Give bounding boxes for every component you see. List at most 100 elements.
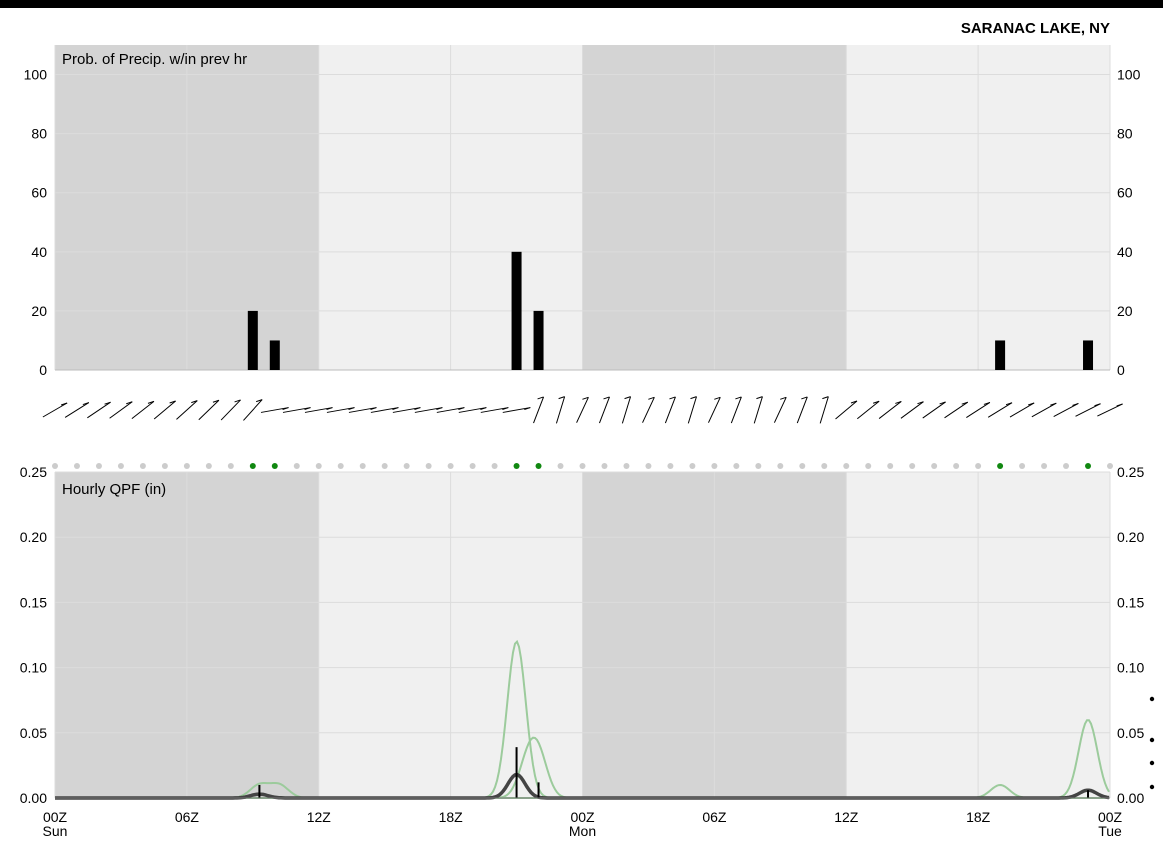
y-tick-label-left: 0 xyxy=(39,362,47,378)
x-tick-label: 12Z xyxy=(834,809,859,825)
wind-barb xyxy=(502,407,531,413)
wind-barb-flag xyxy=(480,407,487,411)
precip-dot xyxy=(183,463,190,469)
x-tick-label: 12Z xyxy=(307,809,332,825)
wind-barb xyxy=(555,396,566,424)
wind-barb-flag xyxy=(669,396,676,400)
edge-marker-dot xyxy=(1149,696,1155,702)
precip-dot xyxy=(711,463,718,469)
precip-dot xyxy=(359,463,366,469)
precip-dot xyxy=(887,463,894,469)
wind-barb-flag xyxy=(1028,402,1035,406)
precip-dot xyxy=(645,463,652,469)
wind-barb xyxy=(922,401,946,419)
y-tick-label-left: 60 xyxy=(31,185,47,201)
wind-barb-flag xyxy=(104,401,111,405)
wind-barb-flag xyxy=(714,396,721,400)
wind-barb xyxy=(687,396,697,424)
y-tick-label-right: 0.20 xyxy=(1117,529,1144,545)
pop-bar xyxy=(247,310,258,370)
wind-barb-flag xyxy=(502,407,509,411)
edge-marker-dot xyxy=(1149,784,1155,790)
wind-barb xyxy=(753,396,763,424)
precip-dot xyxy=(623,463,630,469)
wind-barb-flag xyxy=(436,407,443,411)
wind-barb xyxy=(796,396,808,424)
wind-barb xyxy=(773,397,787,423)
wind-barb-flag xyxy=(917,401,924,405)
wind-barb-flag xyxy=(191,400,198,404)
precip-dot xyxy=(161,463,168,469)
y-tick-label-right: 80 xyxy=(1117,126,1133,142)
wind-barb xyxy=(576,397,589,423)
wind-barb-flag xyxy=(414,407,421,411)
wind-barb-flag xyxy=(939,401,946,405)
precip-dot xyxy=(337,463,344,469)
precip-dot xyxy=(843,463,850,469)
y-tick-label-right: 0 xyxy=(1117,362,1125,378)
precip-dot xyxy=(315,463,322,469)
wind-barb-flag xyxy=(690,396,697,400)
wind-barb xyxy=(819,396,829,424)
precip-dot xyxy=(1019,463,1026,469)
wind-barb xyxy=(87,401,111,419)
wind-barb-flag xyxy=(524,407,531,411)
y-tick-label-right: 60 xyxy=(1117,185,1133,201)
wind-barb xyxy=(304,407,333,413)
pop-bar xyxy=(1083,340,1094,370)
wind-barb xyxy=(326,407,355,413)
precip-dot xyxy=(205,463,212,469)
precip-dot xyxy=(667,463,674,469)
y-tick-label-right: 100 xyxy=(1117,67,1141,83)
x-tick-label: 06Z xyxy=(175,809,200,825)
x-tick-label: 00Z xyxy=(570,809,595,825)
wind-barb xyxy=(1009,402,1035,418)
wind-barb xyxy=(835,400,858,420)
wind-barb-flag xyxy=(872,400,880,404)
x-tick-label: 00Z xyxy=(43,809,68,825)
precip-dot xyxy=(601,463,608,469)
wind-barb xyxy=(131,400,155,420)
wind-barb-flag xyxy=(1116,403,1123,407)
precip-dot xyxy=(909,463,916,469)
y-tick-label-left: 0.00 xyxy=(20,790,47,806)
wind-barb xyxy=(64,402,90,418)
y-tick-label-right: 40 xyxy=(1117,244,1133,260)
precip-dot xyxy=(469,463,476,469)
precip-dot xyxy=(491,463,498,469)
wind-barb xyxy=(857,400,880,420)
wind-barb-flag xyxy=(348,407,355,411)
wind-barb xyxy=(153,400,176,420)
wind-barb-flag xyxy=(370,407,377,411)
wind-barb xyxy=(370,407,399,413)
wind-barb xyxy=(436,407,465,413)
precip-dot xyxy=(293,463,300,469)
x-tick-label: 18Z xyxy=(439,809,464,825)
wind-barb xyxy=(664,396,676,424)
y-tick-label-right: 0.10 xyxy=(1117,660,1144,676)
precip-dot xyxy=(403,463,410,469)
wind-barb xyxy=(642,397,655,423)
y-tick-label-left: 100 xyxy=(24,67,48,83)
wind-barb xyxy=(198,399,220,421)
wind-barb-flag xyxy=(961,401,968,405)
x-tick-label: 18Z xyxy=(966,809,991,825)
y-tick-label-left: 0.10 xyxy=(20,660,47,676)
wind-barb-flag xyxy=(1005,402,1013,406)
wind-barb-flag xyxy=(780,396,787,400)
wind-barb-flag xyxy=(282,407,289,411)
pop-bar xyxy=(511,251,522,370)
precip-dot-rain xyxy=(535,463,542,469)
precip-dot-rain xyxy=(271,463,278,469)
y-tick-label-left: 80 xyxy=(31,126,47,142)
pop-panel-title: Prob. of Precip. w/in prev hr xyxy=(62,51,247,68)
wind-barb-flag xyxy=(983,401,991,405)
y-tick-label-left: 0.25 xyxy=(20,464,47,480)
wind-barb-flag xyxy=(558,396,565,400)
wind-barb-flag xyxy=(756,396,763,400)
wind-barb-flag xyxy=(735,396,742,400)
wind-barb xyxy=(1031,402,1057,418)
pop-bar xyxy=(995,340,1006,370)
pop-bar xyxy=(533,310,544,370)
